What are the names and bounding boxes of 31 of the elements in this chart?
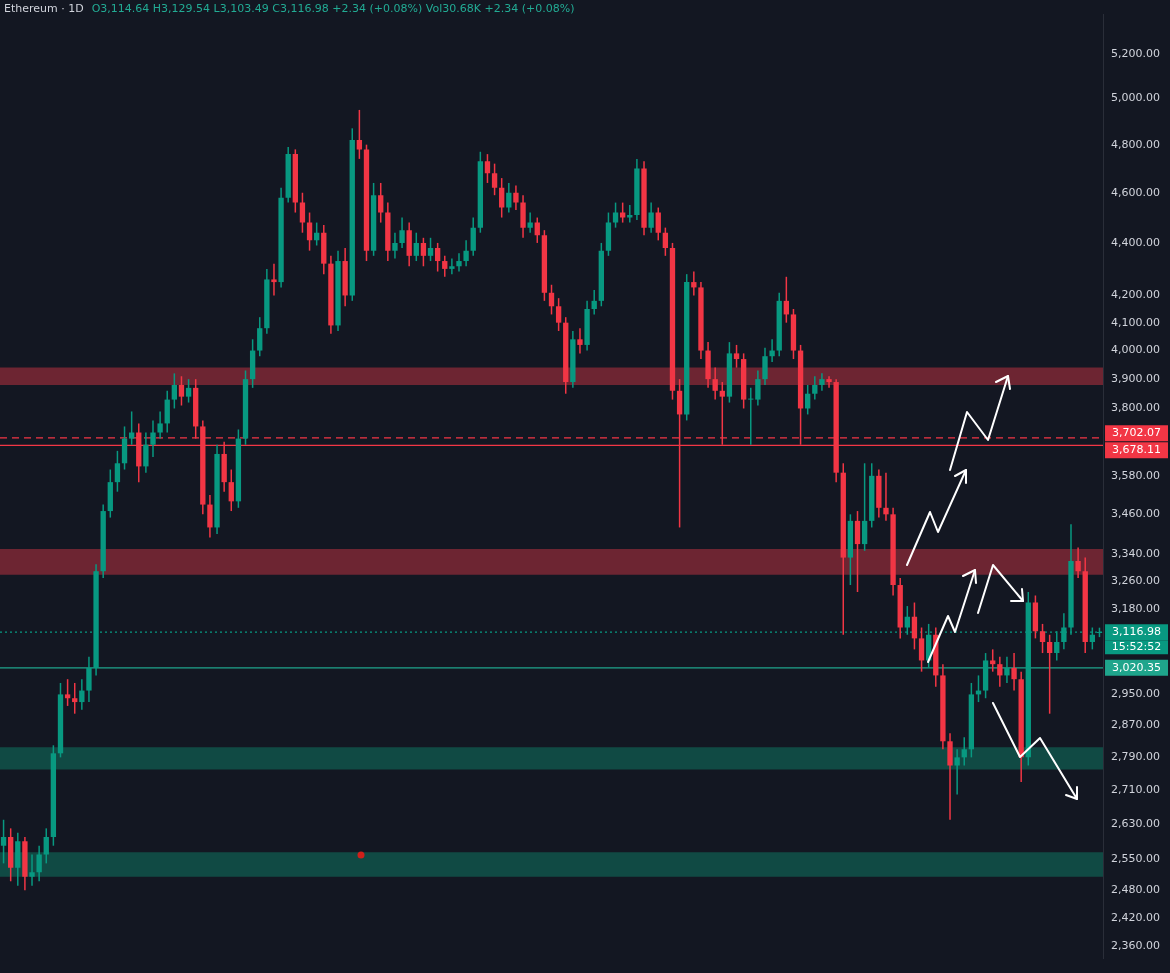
y-tick-label: 4,200.00 bbox=[1111, 288, 1160, 302]
y-tick-label: 3,460.00 bbox=[1111, 507, 1160, 521]
y-tick-label: 3,900.00 bbox=[1111, 372, 1160, 385]
ref-line-label: 3,678.11 bbox=[1112, 442, 1161, 456]
y-tick-label: 4,100.00 bbox=[1111, 315, 1160, 329]
y-tick-label: 2,630.00 bbox=[1111, 816, 1160, 830]
y-tick-label: 3,340.00 bbox=[1111, 547, 1160, 561]
y-tick-label: 3,260.00 bbox=[1111, 574, 1160, 588]
y-tick-label: 2,480.00 bbox=[1111, 883, 1160, 897]
y-tick-label: 2,790.00 bbox=[1111, 750, 1160, 764]
y-tick-label: 4,000.00 bbox=[1111, 343, 1160, 357]
annotation: O3,114.64 H3,129.54 L3,103.49 C3,116.98 +2.34 (+0.08%) Vol30.68K +2.34 (+0.08%) bbox=[91, 2, 575, 15]
y-tick-label: 2,360.00 bbox=[1111, 939, 1160, 953]
y-tick-label: 3,180.00 bbox=[1111, 602, 1160, 616]
y-tick-label: 4,800.00 bbox=[1111, 137, 1160, 151]
ref-line-label: 3,020.35 bbox=[1112, 660, 1161, 674]
y-tick-label: 3,580.00 bbox=[1111, 468, 1160, 482]
y-tick-label: 3,800.00 bbox=[1111, 401, 1160, 415]
y-tick-label: 2,710.00 bbox=[1111, 783, 1160, 797]
y-tick-label: 5,000.00 bbox=[1111, 91, 1160, 105]
ref-line-label: 3,702.07 bbox=[1112, 425, 1161, 439]
y-tick-label: 2,870.00 bbox=[1111, 718, 1160, 732]
y-tick-label: 2,420.00 bbox=[1111, 910, 1160, 924]
chart-title: Ethereum · 1D bbox=[4, 2, 84, 15]
y-tick-label: 4,400.00 bbox=[1111, 235, 1160, 249]
y-tick-label: 4,600.00 bbox=[1111, 185, 1160, 199]
text: 15:52:52 bbox=[1111, 640, 1162, 654]
y-tick-label: 2,950.00 bbox=[1111, 687, 1160, 701]
y-tick-label: 2,550.00 bbox=[1111, 851, 1160, 865]
y-tick-label: 5,200.00 bbox=[1111, 47, 1160, 61]
ref-line-label: 3,116.98 bbox=[1112, 625, 1161, 639]
